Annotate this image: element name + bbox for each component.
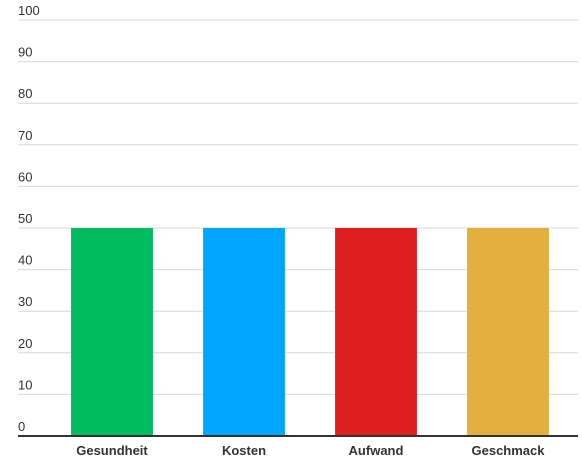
bar xyxy=(467,228,549,436)
y-tick-label: 90 xyxy=(18,45,32,60)
y-tick-label: 60 xyxy=(18,169,32,184)
bar xyxy=(203,228,285,436)
y-tick-label: 70 xyxy=(18,128,32,143)
y-tick-label: 80 xyxy=(18,86,32,101)
y-tick-label: 0 xyxy=(18,419,25,434)
x-tick-label: Aufwand xyxy=(349,443,404,458)
y-tick-label: 50 xyxy=(18,211,32,226)
x-tick-label: Gesundheit xyxy=(76,443,148,458)
y-tick-label: 40 xyxy=(18,253,32,268)
y-tick-label: 20 xyxy=(18,336,32,351)
y-tick-label: 30 xyxy=(18,294,32,309)
y-tick-label: 10 xyxy=(18,377,32,392)
x-tick-label: Geschmack xyxy=(472,443,546,458)
y-tick-label: 100 xyxy=(18,3,40,18)
x-tick-label: Kosten xyxy=(222,443,266,458)
bar xyxy=(71,228,153,436)
bar xyxy=(335,228,417,436)
